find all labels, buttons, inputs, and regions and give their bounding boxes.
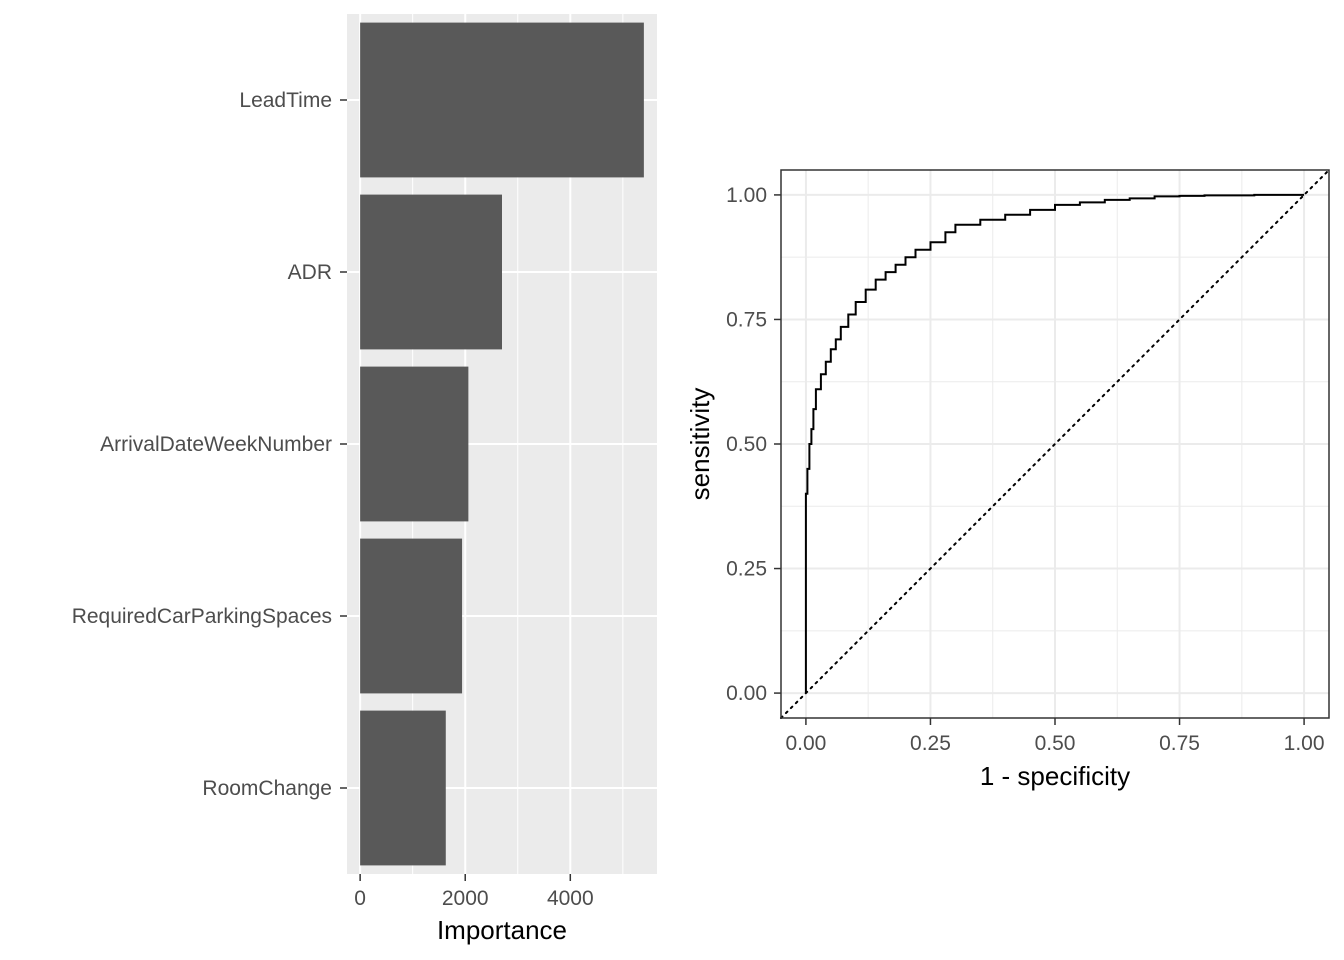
x-tick-label: 0.25 bbox=[910, 732, 951, 755]
diagonal-reference-line bbox=[780, 169, 1330, 719]
y-tick-label: 1.00 bbox=[726, 184, 767, 207]
x-tick-label: 0.50 bbox=[1035, 732, 1076, 755]
importance-bar-chart: LeadTime ADR ArrivalDateWeekNumber Required… bbox=[72, 14, 657, 945]
roc-curve bbox=[804, 193, 1305, 694]
y-tick-label: 0.00 bbox=[726, 682, 767, 705]
x-tick-label: 4000 bbox=[547, 887, 594, 910]
x-tick-label: 0.00 bbox=[785, 732, 826, 755]
bar bbox=[360, 366, 469, 522]
bar bbox=[360, 22, 644, 178]
x-tick-label: 2000 bbox=[442, 887, 489, 910]
y-tick-label: RoomChange bbox=[202, 777, 332, 800]
y-tick-label: LeadTime bbox=[239, 89, 332, 112]
y-tick-label: 0.75 bbox=[726, 308, 767, 331]
bar bbox=[360, 710, 446, 866]
y-tick-label: ADR bbox=[288, 261, 332, 284]
roc-curve-chart: 0.00 0.00 0.25 0.25 0.50 0.50 0.75 0.75 1.00 1.00… bbox=[685, 169, 1330, 791]
x-axis-title: Importance bbox=[437, 915, 567, 945]
y-tick-label: 0.25 bbox=[726, 558, 767, 581]
bar bbox=[360, 194, 502, 350]
y-tick-label: RequiredCarParkingSpaces bbox=[72, 605, 332, 628]
y-tick-label: 0.50 bbox=[726, 433, 767, 456]
x-axis-title: 1 - specificity bbox=[980, 761, 1130, 791]
x-tick-label: 0.75 bbox=[1159, 732, 1200, 755]
x-tick-label: 1.00 bbox=[1284, 732, 1325, 755]
y-tick-label: ArrivalDateWeekNumber bbox=[100, 433, 332, 456]
y-axis-title: sensitivity bbox=[685, 388, 715, 501]
bar bbox=[360, 538, 463, 694]
x-tick-label: 0 bbox=[354, 887, 366, 910]
